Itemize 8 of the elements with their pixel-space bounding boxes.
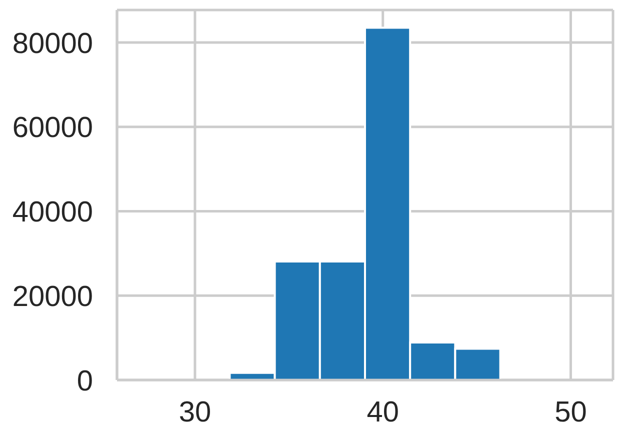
x-tick-label: 50: [554, 396, 587, 429]
y-tick-label: 20000: [12, 280, 93, 313]
y-tick-label: 0: [76, 365, 93, 398]
y-tick-label: 40000: [12, 196, 93, 229]
x-tick-label: 40: [366, 396, 399, 429]
y-tick-label: 60000: [12, 112, 93, 144]
x-tick-label: 30: [178, 396, 212, 429]
y-tick-label: 80000: [12, 28, 93, 60]
